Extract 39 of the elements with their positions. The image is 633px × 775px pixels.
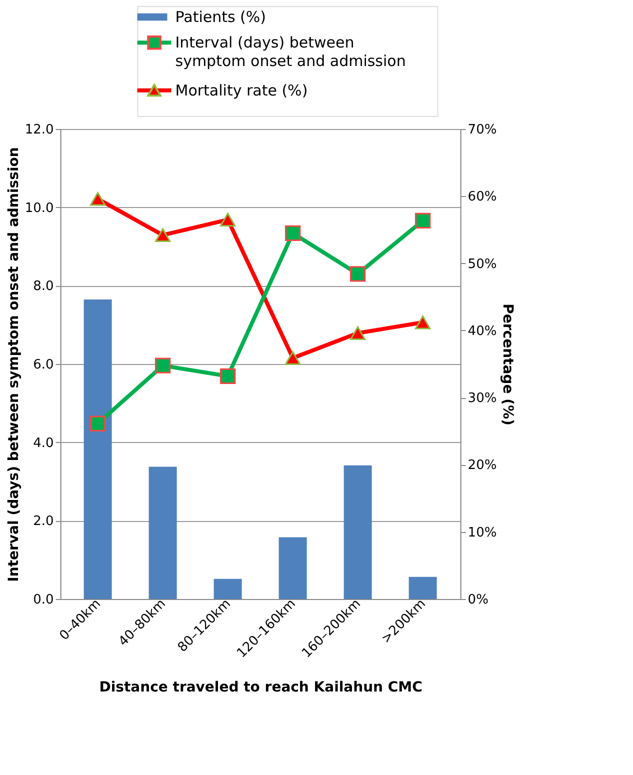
legend-label: Interval (days) between symptom onset and admission [175,34,406,70]
y-tick-label: 6.0 [33,358,54,372]
bar [84,300,112,599]
y-tick-label: 8.0 [33,279,54,294]
point [414,315,431,330]
y2-tick-label: 10% [468,525,497,540]
point [350,326,366,340]
point [90,192,106,206]
point [350,266,366,282]
bar [344,465,372,599]
bar [214,578,242,599]
point [220,368,236,384]
legend-label: Patients (%) [175,8,266,26]
y-tick-label: 12.0 [24,122,54,138]
point [220,212,236,227]
y2-tick-label: 70% [468,122,497,138]
bar [148,466,177,599]
y2-tick-label: 60% [468,190,497,205]
point [90,416,106,432]
y2-tick-label: 50% [468,256,497,272]
y-tick-label: 2.0 [33,514,54,530]
y-tick-label: 0.0 [33,592,54,608]
y2-tick-label: 20% [468,458,497,474]
bar [408,576,437,599]
y-tick-label: 10.0 [24,200,54,216]
x-axis-title: Distance traveled to reach Kailahun CMC [99,679,422,696]
y-tick-label: 4.0 [33,436,54,451]
y2-axis-title: Percentage (%) [500,304,516,426]
y2-tick-label: 40% [468,324,497,339]
point [284,351,301,365]
point [154,358,171,374]
point [154,228,171,242]
point [414,212,431,228]
y-axis-title: Interval (days) between symptom onset and admission [6,147,22,582]
bar [278,537,307,599]
point [284,225,301,242]
y2-tick-label: 0% [468,592,488,608]
y2-tick-label: 30% [468,391,497,406]
legend-label: Mortality rate (%) [175,81,308,100]
